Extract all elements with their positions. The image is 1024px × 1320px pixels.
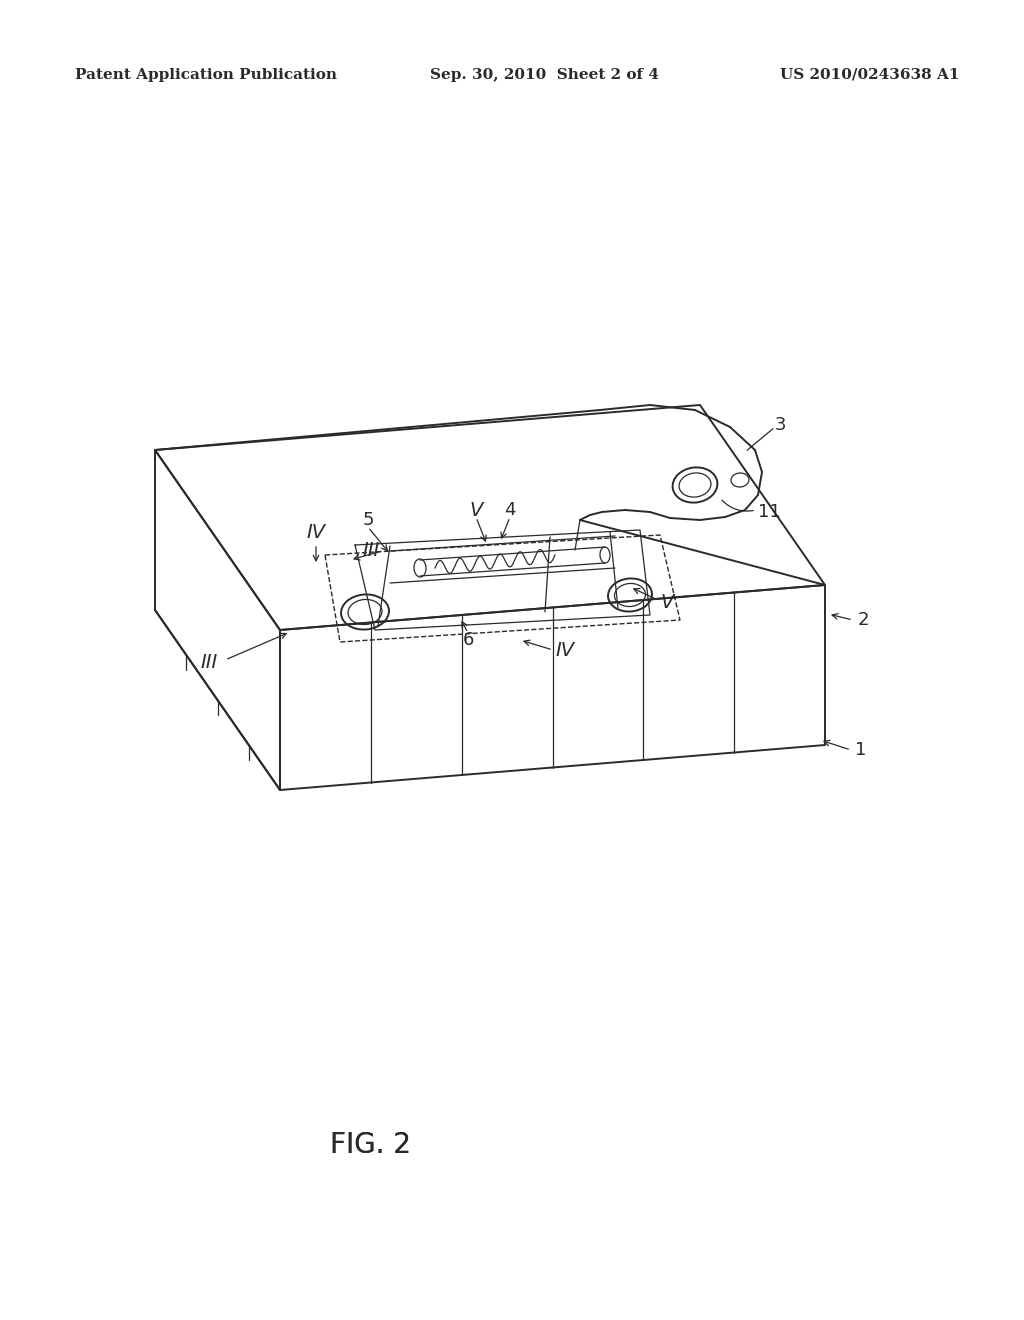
- Text: III: III: [200, 652, 217, 672]
- Text: V: V: [660, 593, 674, 611]
- Text: FIG. 2: FIG. 2: [330, 1131, 411, 1159]
- Text: V: V: [469, 500, 482, 520]
- FancyArrowPatch shape: [748, 429, 773, 450]
- Text: US 2010/0243638 A1: US 2010/0243638 A1: [780, 69, 961, 82]
- Text: IV: IV: [306, 523, 326, 543]
- Text: 2: 2: [858, 611, 869, 630]
- Text: 11: 11: [758, 503, 780, 521]
- Text: Patent Application Publication: Patent Application Publication: [75, 69, 337, 82]
- Text: 1: 1: [855, 741, 866, 759]
- Text: 5: 5: [362, 511, 374, 529]
- Text: Sep. 30, 2010  Sheet 2 of 4: Sep. 30, 2010 Sheet 2 of 4: [430, 69, 659, 82]
- Text: 6: 6: [462, 631, 474, 649]
- Text: 3: 3: [775, 416, 786, 434]
- Text: FIG. 2: FIG. 2: [330, 1131, 411, 1159]
- Text: IV: IV: [555, 640, 574, 660]
- Text: III: III: [362, 540, 380, 560]
- Text: 4: 4: [504, 502, 516, 519]
